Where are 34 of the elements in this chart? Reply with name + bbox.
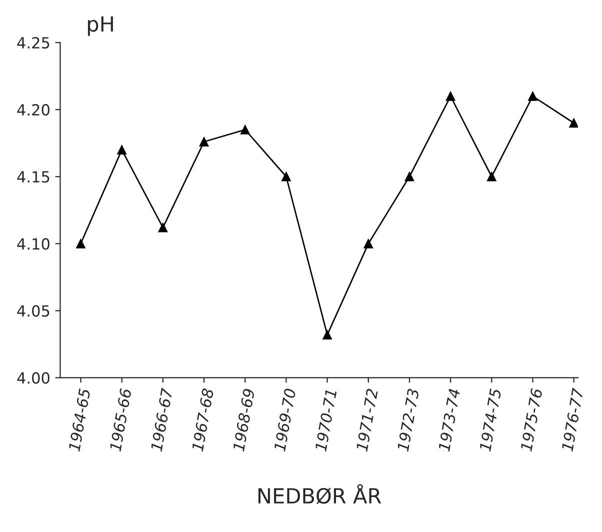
x-tick-label: 1964-65 [68,388,91,452]
x-tick-label: 1972-73 [397,388,420,452]
y-axis-title: pH [88,16,113,36]
x-axis-title: NEDBØR ÅR [258,484,382,504]
y-tick-label: 4.00 [17,372,50,384]
point [240,125,250,134]
x-tick-label: 1968-69 [232,388,255,452]
x-tick-label: 1975-76 [520,388,543,452]
point [322,330,332,340]
x-tick-label: 1973-74 [438,388,460,452]
y-tick-label: 4.15 [17,171,50,183]
point [446,92,456,101]
x-tick-label: 1970-71 [314,390,337,452]
x-tick-label: 1965-66 [109,388,132,452]
point [569,118,578,128]
y-tick-label: 4.20 [17,104,50,116]
point [282,172,291,182]
y-tick-label: 4.10 [17,238,50,250]
point [364,238,374,248]
x-tick-label: 1971-72 [356,388,378,452]
point [158,222,168,232]
y-tick-label: 4.25 [17,37,50,49]
point [486,172,496,182]
point [76,238,86,248]
point [528,92,538,101]
x-tick-label: 1976-77 [561,388,584,452]
x-tick-label: 1966-67 [150,388,173,452]
x-tick-label: 1967-68 [192,388,214,452]
x-tick-label: 1969-70 [274,388,296,452]
point [199,137,209,146]
y-tick-label: 4.05 [17,305,50,317]
point [117,145,127,154]
x-tick-label: 1974-75 [479,388,502,452]
point [404,172,414,182]
